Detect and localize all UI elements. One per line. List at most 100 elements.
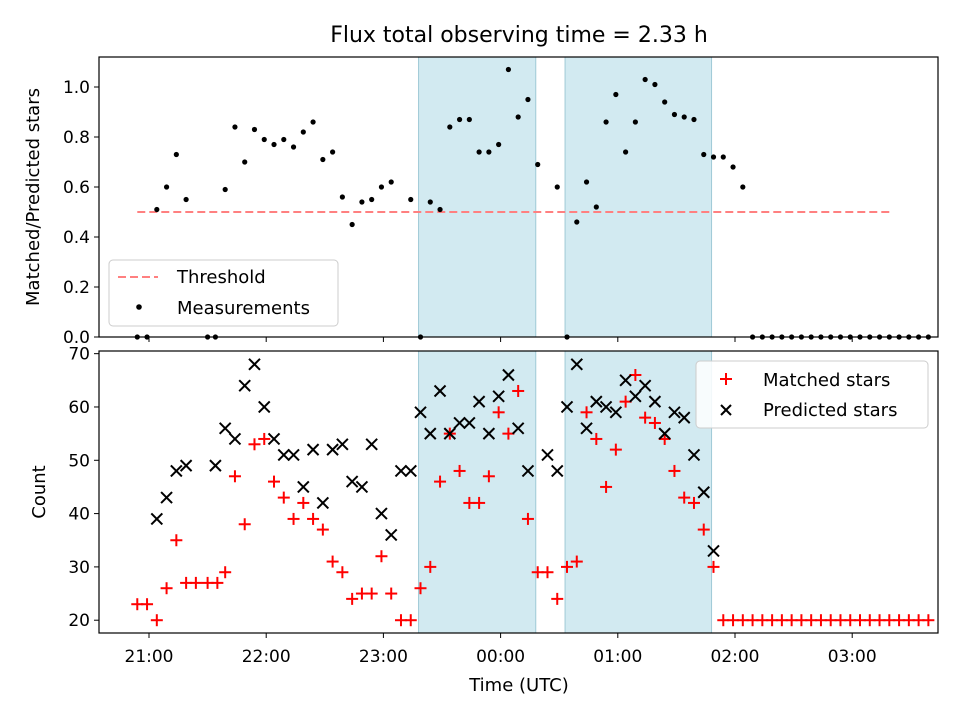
measurement-point — [271, 141, 277, 148]
matched-star-marker — [707, 560, 720, 573]
predicted-star-marker — [326, 443, 339, 456]
measurement-point — [466, 116, 472, 123]
top-y-ticks: 0.0 0.2 0.4 0.6 0.8 1.0 — [63, 78, 99, 348]
predicted-star-marker — [179, 459, 193, 472]
predicted-star-marker — [218, 422, 232, 435]
predicted-star-marker — [150, 512, 164, 526]
measurement-point — [447, 124, 453, 130]
bottom-axes: 20 30 40 50 60 70 21:00 22:00 23:00 00:00 01:00 02… — [29, 345, 939, 696]
measurement-point — [642, 76, 648, 83]
matched-star-marker — [580, 406, 593, 419]
matched-star-marker — [228, 470, 241, 483]
predicted-star-marker — [707, 544, 720, 558]
matched-star-marker — [160, 582, 173, 595]
measurement-point — [701, 151, 707, 158]
bottom-y-tick-label: 50 — [68, 451, 90, 471]
measurement-point — [671, 111, 678, 118]
matched-star-marker — [211, 576, 224, 589]
top-y-tick-label: 0.4 — [63, 228, 90, 248]
x-tick-label: 00:00 — [476, 647, 525, 667]
matched-star-marker — [268, 475, 281, 488]
measurement-point — [183, 196, 189, 203]
matched-star-marker — [551, 592, 564, 605]
measurement-point — [290, 144, 297, 150]
bottom-y-tick-label: 30 — [68, 558, 90, 578]
top-y-tick-label: 0.6 — [63, 178, 90, 198]
predicted-star-marker — [570, 358, 583, 371]
bottom-plot-marks — [131, 358, 935, 627]
bottom-legend: Matched stars Predicted stars — [695, 360, 929, 429]
measurement-point — [710, 154, 717, 160]
bottom-axes-frame — [98, 350, 939, 634]
predicted-star-marker — [385, 528, 398, 542]
measurement-point — [281, 136, 287, 143]
bottom-y-tick-label: 20 — [68, 611, 90, 631]
measurement-point — [232, 124, 238, 130]
matched-star-marker — [248, 438, 261, 451]
predicted-star-marker — [170, 464, 183, 478]
predicted-star-marker — [365, 438, 378, 451]
predicted-star-marker — [228, 432, 242, 446]
measurement-point — [388, 179, 394, 185]
predicted-star-marker — [521, 464, 535, 478]
legend-threshold-label: Threshold — [176, 267, 266, 288]
predicted-star-marker — [209, 459, 222, 472]
measurement-point — [310, 119, 316, 125]
predicted-star-marker — [687, 448, 701, 462]
matched-star-marker — [629, 368, 642, 381]
measurement-point — [251, 126, 258, 133]
bottom-y-tick-label: 40 — [68, 505, 90, 525]
measurement-point — [574, 219, 580, 225]
measurement-point — [163, 184, 170, 190]
predicted-star-marker — [463, 416, 476, 430]
predicted-star-marker — [375, 507, 388, 520]
measurement-point — [681, 114, 687, 120]
predicted-star-marker — [590, 395, 603, 408]
measurement-point — [359, 199, 365, 205]
matched-star-marker — [697, 523, 710, 536]
measurement-point — [300, 129, 306, 135]
measurement-point — [662, 99, 668, 105]
matched-star-marker — [307, 512, 320, 525]
predicted-star-marker — [560, 400, 574, 414]
top-axes-frame — [98, 56, 939, 338]
predicted-star-marker — [502, 368, 515, 382]
predicted-star-marker — [258, 400, 271, 414]
matched-star-marker — [219, 566, 232, 579]
bottom-y-axis-label: Count — [29, 465, 50, 518]
matched-star-marker — [639, 411, 652, 424]
matched-star-marker — [609, 443, 622, 456]
matched-star-marker — [258, 432, 271, 445]
predicted-star-marker — [658, 427, 671, 440]
x-tick-label: 03:00 — [828, 647, 877, 667]
matched-star-marker — [590, 432, 603, 445]
measurement-point — [525, 96, 531, 103]
predicted-star-marker — [629, 390, 642, 403]
matched-star-marker — [346, 592, 359, 605]
predicted-star-marker — [697, 486, 710, 499]
measurement-point — [154, 206, 160, 213]
x-tick-label: 22:00 — [242, 647, 291, 667]
top-shaded-intervals — [418, 56, 713, 338]
measurement-point — [505, 66, 512, 73]
matched-star-marker — [141, 598, 154, 611]
measurement-point — [437, 206, 443, 213]
legend-measurements-swatch — [136, 304, 142, 310]
measurement-point — [730, 164, 736, 170]
matched-star-marker — [678, 491, 691, 504]
predicted-star-marker — [453, 416, 466, 430]
top-y-tick-label: 0.0 — [63, 328, 90, 348]
legend-predicted-swatch — [720, 404, 732, 416]
matched-star-marker — [414, 582, 427, 595]
predicted-star-marker — [668, 406, 681, 419]
measurement-point — [242, 159, 248, 165]
matched-star-marker — [512, 384, 525, 397]
predicted-star-marker — [492, 390, 505, 403]
measurement-point — [496, 141, 502, 148]
predicted-star-marker — [238, 379, 251, 392]
measurement-point — [623, 149, 629, 155]
x-tick-label: 02:00 — [711, 647, 760, 667]
measurement-point — [261, 136, 267, 143]
matched-star-marker — [316, 523, 329, 536]
